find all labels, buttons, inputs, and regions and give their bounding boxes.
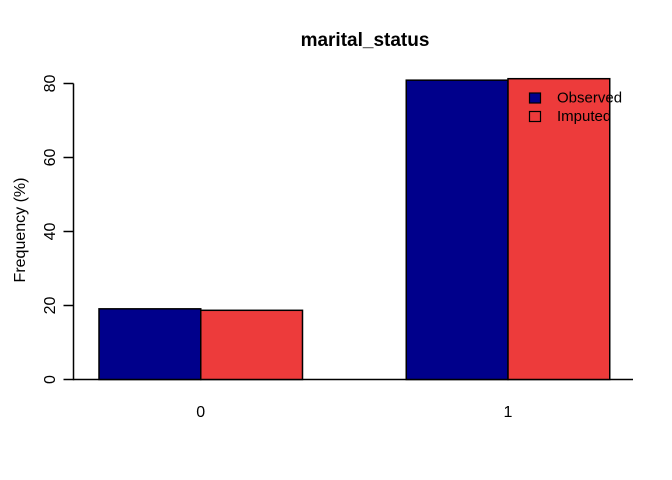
bar-observed-1 [405, 79, 509, 381]
x-category-label-1: 1 [504, 404, 513, 421]
y-axis-label: Frequency (%) [12, 178, 29, 283]
y-axis-ticks: 0 20 40 60 80 [42, 75, 74, 384]
x-category-label-0: 0 [196, 404, 205, 421]
bars-group [98, 77, 611, 381]
y-tick-label-80: 80 [42, 75, 59, 93]
y-tick-label-20: 20 [42, 297, 59, 315]
y-tick-label-0: 0 [42, 375, 59, 384]
y-tick-label-60: 60 [42, 149, 59, 167]
legend-label-imputed: Imputed [557, 108, 611, 125]
bar-imputed-1 [507, 77, 611, 381]
bar-imputed-0 [200, 309, 304, 381]
y-tick-label-40: 40 [42, 223, 59, 241]
legend-swatch-imputed [528, 110, 542, 123]
legend: Observed Imputed [528, 90, 622, 125]
bar-observed-0 [98, 308, 202, 381]
chart-title: marital_status [301, 30, 430, 51]
legend-label-observed: Observed [557, 90, 622, 107]
legend-swatch-observed [528, 92, 542, 104]
